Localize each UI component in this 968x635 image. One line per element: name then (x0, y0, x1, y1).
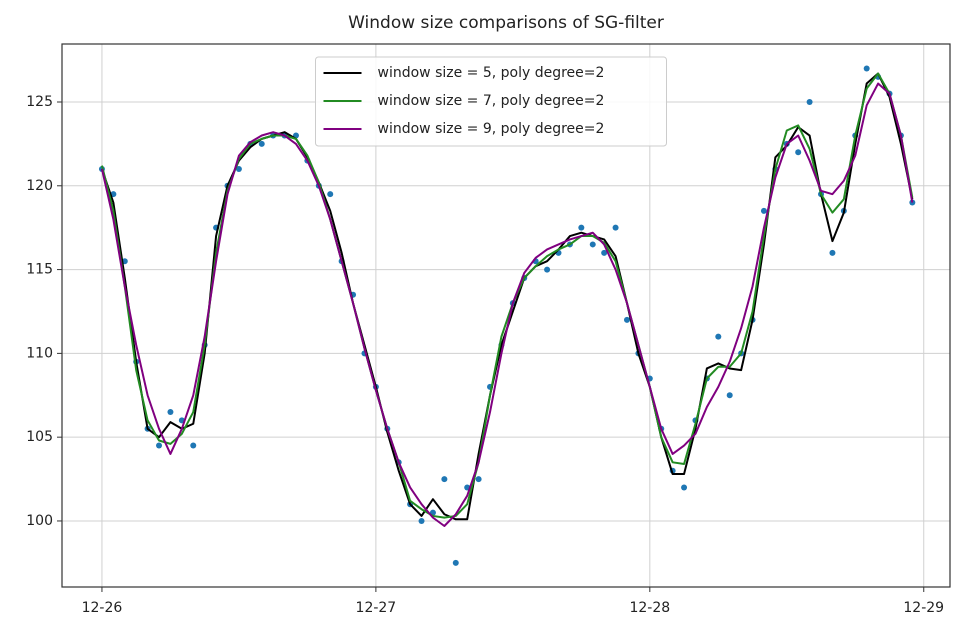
data-point (544, 266, 551, 273)
data-point (156, 442, 163, 449)
data-point (909, 199, 916, 206)
data-point (190, 442, 197, 449)
legend-label: window size = 5, poly degree=2 (378, 65, 605, 81)
data-point (235, 166, 242, 173)
legend-label: window size = 7, poly degree=2 (378, 93, 605, 109)
data-point (258, 140, 265, 147)
data-point (167, 409, 174, 416)
data-point (760, 207, 767, 214)
data-point (806, 98, 813, 105)
legend-box (315, 56, 667, 147)
data-point (726, 392, 733, 399)
series-line (100, 82, 914, 527)
data-point (441, 476, 448, 483)
data-point (475, 476, 482, 483)
data-point (601, 249, 608, 256)
data-point (681, 484, 688, 491)
x-tick-label: 12-26 (82, 600, 123, 616)
chart-title: Window size comparisons of SG-filter (348, 13, 664, 33)
y-tick-label: 100 (26, 513, 53, 529)
y-tick-label: 120 (26, 178, 53, 194)
data-point (589, 241, 596, 248)
y-tick-label: 115 (26, 262, 53, 278)
plot-frame (61, 43, 951, 588)
data-point (795, 149, 802, 156)
data-point (418, 517, 425, 524)
data-point (829, 249, 836, 256)
data-point (863, 65, 870, 72)
x-tick-label: 12-28 (629, 600, 670, 616)
legend-label: window size = 9, poly degree=2 (378, 121, 605, 137)
data-point (612, 224, 619, 231)
data-point (452, 559, 459, 566)
x-tick-label: 12-29 (903, 600, 944, 616)
x-tick-label: 12-27 (356, 600, 397, 616)
data-point (327, 191, 334, 198)
y-tick-label: 110 (26, 345, 53, 361)
data-point (623, 316, 630, 323)
data-point (578, 224, 585, 231)
y-tick-label: 125 (26, 94, 53, 110)
data-point (715, 333, 722, 340)
y-tick-label: 105 (26, 429, 53, 445)
